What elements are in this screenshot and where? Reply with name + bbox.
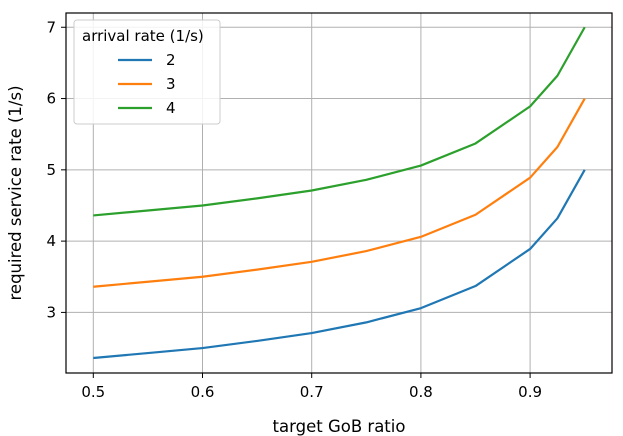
series-lines [93, 26, 586, 360]
y-tick-label: 5 [46, 161, 56, 179]
series-line-2 [93, 169, 586, 360]
x-tick-label: 0.8 [409, 383, 433, 401]
legend-label-4: 4 [166, 99, 176, 117]
y-axis-label: required service rate (1/s) [6, 85, 25, 300]
x-tick-label: 0.6 [191, 383, 215, 401]
series-line-3 [93, 98, 586, 288]
legend-box [73, 19, 221, 125]
x-tick-label: 0.9 [518, 383, 542, 401]
series-line-4 [93, 26, 586, 217]
y-tick-label: 7 [46, 18, 56, 36]
axis-ticks: 0.5 0.6 0.7 0.8 0.9 3 4 5 6 7 [46, 18, 542, 401]
x-tick-label: 0.5 [81, 383, 105, 401]
legend-label-3: 3 [166, 75, 176, 93]
y-tick-label: 4 [46, 232, 56, 250]
x-tick-label: 0.7 [300, 383, 324, 401]
legend-label-2: 2 [166, 51, 176, 69]
legend-title: arrival rate (1/s) [82, 27, 204, 45]
legend: arrival rate (1/s) 2 3 4 [73, 19, 221, 125]
y-tick-label: 3 [46, 303, 56, 321]
legend-items: 2 3 4 [118, 51, 176, 117]
y-tick-label: 6 [46, 90, 56, 108]
plot-frame [65, 12, 613, 374]
x-axis-label: target GoB ratio [273, 417, 406, 436]
